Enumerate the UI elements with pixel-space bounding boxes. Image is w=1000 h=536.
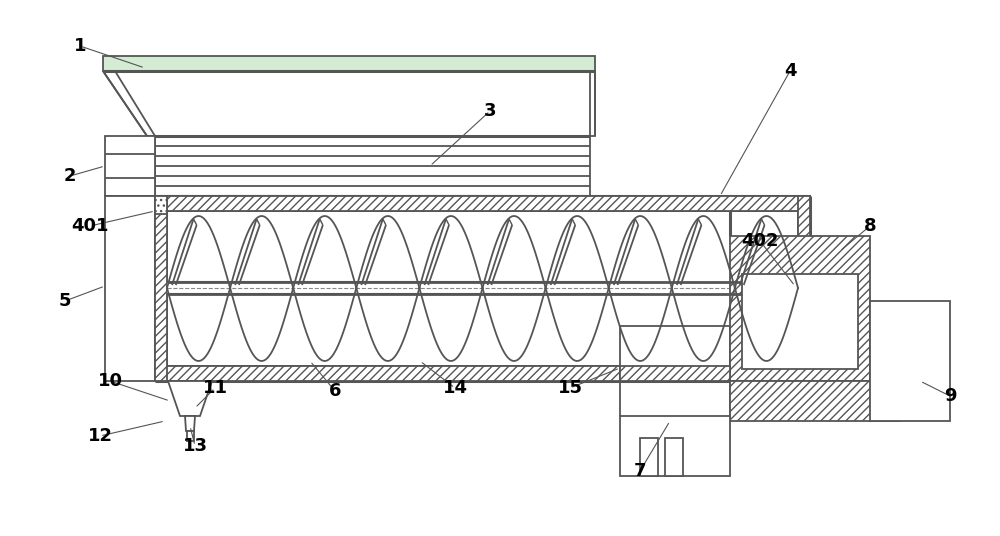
- Bar: [187, 431, 194, 441]
- Text: 11: 11: [202, 379, 228, 397]
- Bar: [155, 366, 810, 381]
- Bar: [105, 196, 155, 381]
- Bar: [620, 416, 730, 476]
- Bar: [742, 274, 858, 369]
- Bar: [167, 282, 798, 294]
- Bar: [665, 438, 683, 476]
- Bar: [155, 196, 167, 214]
- Bar: [730, 381, 900, 421]
- Bar: [620, 326, 730, 381]
- Bar: [155, 136, 590, 196]
- Text: 4: 4: [784, 62, 796, 80]
- Bar: [105, 136, 155, 196]
- Bar: [798, 196, 810, 381]
- Text: 10: 10: [98, 372, 122, 390]
- Polygon shape: [103, 56, 595, 71]
- Bar: [870, 301, 950, 421]
- Text: 402: 402: [741, 232, 779, 250]
- Text: 1: 1: [74, 37, 86, 55]
- Text: 7: 7: [634, 462, 646, 480]
- Bar: [155, 196, 810, 381]
- Bar: [155, 196, 167, 381]
- Bar: [620, 366, 730, 381]
- Text: 12: 12: [88, 427, 112, 445]
- Bar: [155, 196, 810, 211]
- Polygon shape: [185, 416, 195, 431]
- Bar: [640, 438, 658, 476]
- Text: 5: 5: [59, 292, 71, 310]
- Text: 401: 401: [71, 217, 109, 235]
- Text: 15: 15: [558, 379, 582, 397]
- Text: 8: 8: [864, 217, 876, 235]
- Bar: [730, 236, 870, 381]
- Text: 14: 14: [442, 379, 468, 397]
- Polygon shape: [168, 381, 212, 416]
- Text: 6: 6: [329, 382, 341, 400]
- Text: 13: 13: [182, 437, 208, 455]
- Text: 3: 3: [484, 102, 496, 120]
- Text: 2: 2: [64, 167, 76, 185]
- Polygon shape: [103, 71, 595, 136]
- Text: 9: 9: [944, 387, 956, 405]
